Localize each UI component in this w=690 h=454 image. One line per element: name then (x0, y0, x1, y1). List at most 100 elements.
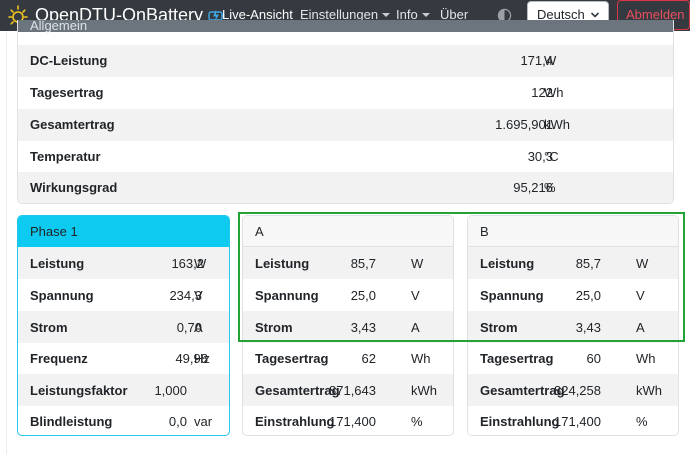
string-row-current: Strom 3,43 A (468, 311, 678, 343)
row-unit: W (544, 53, 557, 68)
string-a-card: A Leistung 85,7 W Spannung 25,0 V Strom … (242, 215, 454, 436)
row-label: Temperatur (30, 149, 101, 164)
row-value: 234,3 (169, 288, 202, 303)
row-label: Tagesertrag (255, 351, 329, 366)
row-unit: A (636, 320, 645, 335)
nav-live-view[interactable]: Live-Ansicht (222, 7, 293, 22)
row-value: 60 (586, 351, 601, 366)
string-row-voltage: Spannung 25,0 V (468, 279, 678, 311)
nav-info-dropdown[interactable]: Info (396, 0, 430, 31)
phase-row-current: Strom 0,70 A (18, 311, 229, 343)
row-unit: % (411, 414, 423, 429)
general-row-efficiency: Wirkungsgrad 95,216 % (18, 172, 673, 203)
row-unit: A (194, 320, 203, 335)
row-label: Tagesertrag (30, 85, 104, 100)
row-value: 85,7 (575, 256, 601, 271)
row-value: 122 (531, 85, 553, 100)
row-unit: W (411, 256, 424, 271)
row-unit: V (194, 288, 203, 303)
general-row-total-yield: Gesamtertrag 1.695,901 kWh (18, 109, 673, 141)
caret-down-icon (382, 13, 391, 17)
phase-row-frequency: Frequenz 49,98 Hz (18, 342, 229, 374)
row-unit: % (544, 180, 556, 195)
row-value: 171,400 (554, 414, 601, 429)
row-value: 0,70 (176, 320, 202, 335)
phase-1-card: Phase 1 Leistung 163,2 W Spannung 234,3 … (17, 215, 230, 436)
row-label: Frequenz (30, 351, 88, 366)
string-b-card: B Leistung 85,7 W Spannung 25,0 V Strom … (467, 215, 679, 436)
string-row-irradiation: Einstrahlung 171,400 % (243, 405, 453, 435)
string-row-total-yield: Gesamtertrag 824,258 kWh (468, 374, 678, 406)
row-value: 85,7 (350, 256, 376, 271)
row-label: Spannung (255, 288, 319, 303)
string-row-power: Leistung 85,7 W (243, 247, 453, 279)
row-unit: kWh (411, 383, 437, 398)
row-value: 49,98 (175, 351, 208, 366)
row-value: 824,258 (554, 383, 601, 398)
row-value: 1.695,901 (495, 117, 553, 132)
caret-down-icon (421, 13, 430, 17)
string-row-power: Leistung 85,7 W (468, 247, 678, 279)
row-unit: var (194, 414, 213, 429)
string-row-voltage: Spannung 25,0 V (243, 279, 453, 311)
row-unit: Wh (636, 351, 656, 366)
row-label: Strom (255, 320, 293, 335)
row-unit: % (636, 414, 648, 429)
row-label: Gesamtertrag (255, 383, 340, 398)
string-row-daily-yield: Tagesertrag 60 Wh (468, 342, 678, 374)
string-card-title: A (255, 224, 264, 239)
row-value: 0,0 (168, 414, 187, 429)
battery-charging-icon (208, 9, 225, 22)
row-value: 3,43 (575, 320, 601, 335)
phase-card-title: Phase 1 (30, 224, 78, 239)
string-row-irradiation: Einstrahlung 171,400 % (468, 405, 678, 435)
general-row-temperature: Temperatur 30,3 °C (18, 141, 673, 173)
row-unit: V (411, 288, 420, 303)
row-label: Spannung (30, 288, 94, 303)
general-row-daily-yield: Tagesertrag 122 Wh (18, 77, 673, 109)
string-card-header: A (243, 216, 453, 247)
row-label: Leistung (255, 256, 310, 271)
row-unit: kWh (636, 383, 662, 398)
row-unit: Wh (544, 85, 564, 100)
row-label: Gesamtertrag (30, 117, 115, 132)
string-row-daily-yield: Tagesertrag 62 Wh (243, 342, 453, 374)
row-label: Gesamtertrag (480, 383, 565, 398)
nav-about[interactable]: Über (440, 7, 469, 22)
general-card: Allgemein DC-Leistung 171,4 W Tagesertra… (17, 20, 674, 204)
phase-row-power: Leistung 163,2 W (18, 247, 229, 279)
row-label: Tagesertrag (480, 351, 554, 366)
row-label: Strom (480, 320, 518, 335)
row-label: Blindleistung (30, 414, 113, 429)
row-value: 171,4 (520, 53, 553, 68)
general-card-title: Allgemein (30, 20, 88, 33)
row-label: Spannung (480, 288, 544, 303)
row-label: Einstrahlung (255, 414, 335, 429)
row-label: Leistung (30, 256, 85, 271)
row-label: Leistungsfaktor (30, 383, 128, 398)
row-unit: Wh (411, 351, 431, 366)
row-value: 25,0 (575, 288, 601, 303)
string-card-title: B (480, 224, 489, 239)
row-label: Wirkungsgrad (30, 180, 118, 195)
row-value: 163,2 (171, 256, 204, 271)
row-value: 95,216 (513, 180, 553, 195)
phase-row-voltage: Spannung 234,3 V (18, 279, 229, 311)
page-left-border (6, 31, 7, 454)
string-row-total-yield: Gesamtertrag 871,643 kWh (243, 374, 453, 406)
phase-card-header: Phase 1 (18, 216, 229, 247)
row-value: 171,400 (329, 414, 376, 429)
string-card-header: B (468, 216, 678, 247)
row-label: Strom (30, 320, 68, 335)
row-unit: V (636, 288, 645, 303)
row-label: DC-Leistung (30, 53, 108, 68)
row-value: 62 (361, 351, 376, 366)
general-row-dc-power: DC-Leistung 171,4 W (18, 45, 673, 77)
nav-settings-dropdown[interactable]: Einstellungen (300, 0, 391, 31)
row-unit: Hz (194, 351, 210, 366)
row-unit: W (194, 256, 207, 271)
row-unit: W (636, 256, 649, 271)
row-unit: °C (544, 149, 559, 164)
string-row-current: Strom 3,43 A (243, 311, 453, 343)
row-label: Einstrahlung (480, 414, 560, 429)
